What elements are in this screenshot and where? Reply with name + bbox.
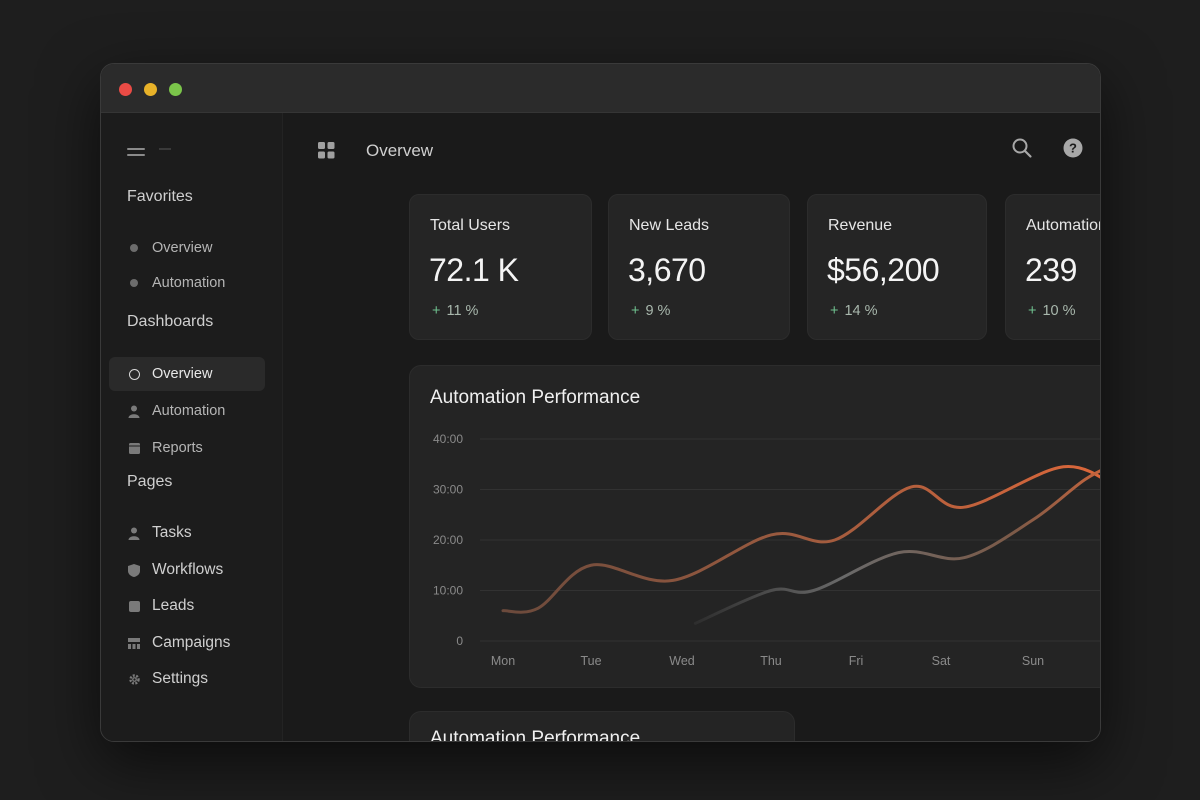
stat-delta: +11 % [432,303,478,319]
sidebar-item-label: Campaigns [152,634,231,651]
svg-text:?: ? [1069,141,1077,156]
series-line-1 [501,465,1100,614]
plus-icon: + [1028,303,1037,319]
chart-secondary-title: Automation Performance [430,728,641,742]
sidebar-item-label: Settings [152,670,209,687]
sidebar-item-dashboards-reports[interactable]: Reports [109,431,265,465]
gear-icon [127,672,141,686]
plus-icon: + [631,303,640,319]
stat-label: Automation Runs [1026,217,1101,234]
sidebar-item-pages-tasks[interactable]: Tasks [109,516,265,550]
document-icon [127,441,141,455]
layout-icon [127,636,141,650]
stat-card-revenue[interactable]: Revenue $56,200 +14 % [807,194,987,340]
y-tick-label: 20:00 [433,533,463,547]
y-tick-label: 30:00 [433,483,463,497]
chart-title: Automation Performance [430,387,641,408]
plus-icon: + [432,303,441,319]
sidebar-item-label: Automation [152,403,226,419]
dashboards-heading: Dashboards [127,313,214,330]
y-tick-label: 40:00 [433,432,463,446]
sidebar-item-label: Tasks [152,524,192,541]
stat-card-new-leads[interactable]: New Leads 3,670 +9 % [608,194,790,340]
sidebar-item-favorites-overview[interactable]: Overview [109,231,265,265]
app-window: Favorites Dashboards Pages Overview Autom… [100,63,1101,742]
stat-value: $56,200 [827,252,940,288]
sidebar-item-label: Overview [152,366,213,382]
sidebar-item-label: Workflows [152,561,224,578]
sidebar-item-label: Overview [152,240,213,256]
sidebar-item-dashboards-automation[interactable]: Automation [109,394,265,428]
stat-delta: +10 % [1028,303,1076,319]
sidebar-toggle-indicator [159,148,171,150]
sidebar-item-pages-leads[interactable]: Leads [109,589,265,623]
main-content: Overvew ? Total Users 72.1 K +11 % New Lead… [284,113,1100,741]
line-chart: 40:00 30:00 20:00 10:00 0 Mon Tue Wed Thu Fri Sat S… [433,432,1100,668]
x-tick-label: Mon [491,654,515,668]
pages-heading: Pages [127,473,173,490]
circle-icon [127,367,141,381]
sidebar-item-pages-settings[interactable]: Settings [109,662,265,696]
minimize-window-button[interactable] [144,83,157,96]
dot-icon [127,276,141,290]
x-tick-label: Sun [1022,654,1044,668]
dot-icon [127,241,141,255]
stat-label: Total Users [430,217,511,234]
stat-label: Revenue [828,217,893,234]
help-icon[interactable]: ? [1062,137,1084,159]
sidebar-item-dashboards-overview[interactable]: Overview [109,357,265,391]
stat-card-automation-runs[interactable]: Automation Runs 239 +10 % [1005,194,1101,340]
series-line-2 [693,469,1100,625]
stat-value: 239 [1025,252,1077,288]
user-icon [127,404,141,418]
stat-delta: +9 % [631,303,670,319]
sidebar-item-label: Leads [152,597,195,614]
menu-icon[interactable] [127,148,145,158]
stat-delta-value: 10 % [1042,303,1076,319]
automation-performance-chart-secondary: Automation Performance [409,711,795,742]
sidebar-item-pages-campaigns[interactable]: Campaigns [109,626,265,660]
x-tick-label: Tue [580,654,601,668]
stat-delta-value: 14 % [844,303,878,319]
x-tick-label: Wed [669,654,695,668]
stat-card-total-users[interactable]: Total Users 72.1 K +11 % [409,194,592,340]
sidebar-item-label: Automation [152,275,226,291]
shield-icon [127,563,141,577]
stat-delta-value: 9 % [645,303,671,319]
x-tick-label: Sat [932,654,951,668]
square-icon [127,599,141,613]
sidebar: Favorites Dashboards Pages Overview Autom… [101,113,283,741]
automation-performance-chart: Automation Performance 40:00 30:00 20:00 10… [409,365,1100,688]
y-tick-label: 0 [456,634,463,648]
y-tick-label: 10:00 [433,584,463,598]
x-tick-label: Fri [849,654,864,668]
sidebar-item-favorites-automation[interactable]: Automation [109,266,265,300]
x-tick-label: Thu [760,654,782,668]
stat-value: 72.1 K [429,252,519,288]
search-icon[interactable] [1011,137,1033,159]
sidebar-item-label: Reports [152,440,203,456]
page-title: Overvew [366,141,434,160]
user-icon [127,526,141,540]
title-bar [101,64,1100,113]
plus-icon: + [830,303,839,319]
stat-value: 3,670 [628,252,706,288]
close-window-button[interactable] [119,83,132,96]
stat-label: New Leads [629,217,710,234]
favorites-heading: Favorites [127,188,193,205]
sidebar-item-pages-workflows[interactable]: Workflows [109,553,265,587]
dashboard-grid-icon [318,142,335,159]
stat-delta-value: 11 % [446,303,479,319]
maximize-window-button[interactable] [169,83,182,96]
stat-delta: +14 % [830,303,878,319]
